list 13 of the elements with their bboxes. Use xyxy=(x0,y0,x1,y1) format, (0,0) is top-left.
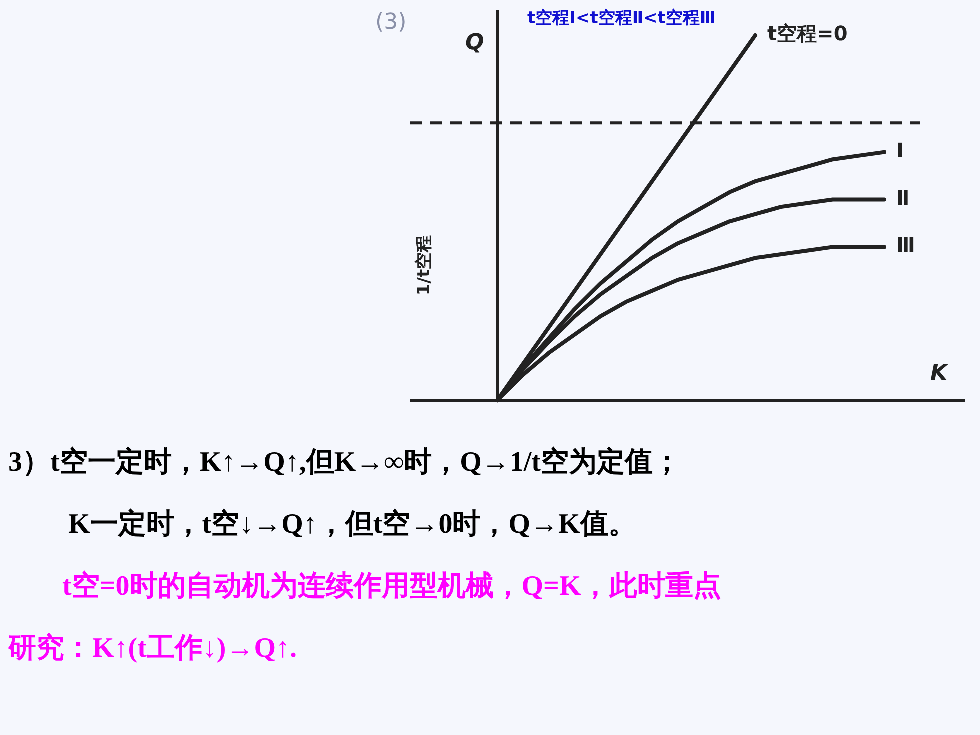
text: K一定时，t空↓→Q↑，但t空→0时，Q→K值。 xyxy=(68,508,636,540)
text: t空=0时的自动机为连续作用型机械，Q=K，此时重点 xyxy=(62,570,722,602)
series-label: t空程=0 xyxy=(768,22,848,46)
y-axis-title: Q xyxy=(466,30,484,56)
series-label: Ⅰ xyxy=(896,138,904,162)
text: (3) xyxy=(376,10,407,35)
text: t空程Ⅰ<t空程Ⅱ<t空程Ⅲ xyxy=(528,8,716,28)
text: 3）t空一定时，K↑→Q↑,但K→∞时，Q→1/t空为定值； xyxy=(8,446,682,478)
text: 1/t空程 xyxy=(414,235,434,296)
x-axis-title: K xyxy=(930,360,950,386)
series-label: Ⅱ xyxy=(896,186,910,210)
text: 研究：K↑(t工作↓)→Q↑. xyxy=(8,632,298,664)
series-label: Ⅲ xyxy=(896,233,916,258)
